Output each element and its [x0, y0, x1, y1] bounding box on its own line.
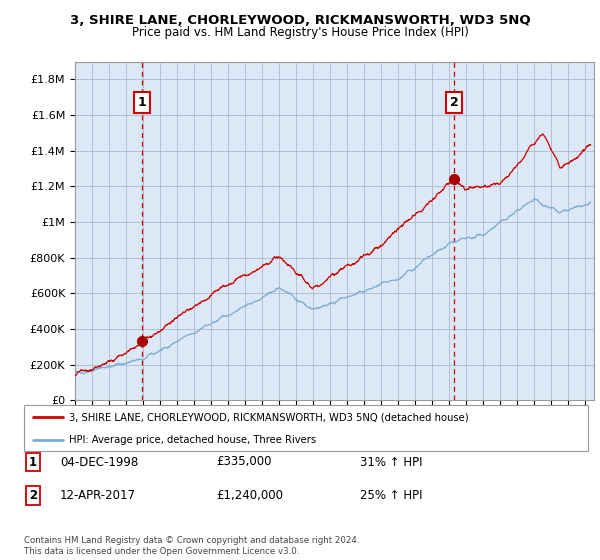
- Text: £1,240,000: £1,240,000: [216, 489, 283, 502]
- Text: 25% ↑ HPI: 25% ↑ HPI: [360, 489, 422, 502]
- Text: 1: 1: [137, 96, 146, 109]
- Text: Contains HM Land Registry data © Crown copyright and database right 2024.
This d: Contains HM Land Registry data © Crown c…: [24, 536, 359, 556]
- Text: Price paid vs. HM Land Registry's House Price Index (HPI): Price paid vs. HM Land Registry's House …: [131, 26, 469, 39]
- Text: 1: 1: [29, 455, 37, 469]
- Text: HPI: Average price, detached house, Three Rivers: HPI: Average price, detached house, Thre…: [69, 435, 316, 445]
- Text: 3, SHIRE LANE, CHORLEYWOOD, RICKMANSWORTH, WD3 5NQ: 3, SHIRE LANE, CHORLEYWOOD, RICKMANSWORT…: [70, 14, 530, 27]
- Text: 3, SHIRE LANE, CHORLEYWOOD, RICKMANSWORTH, WD3 5NQ (detached house): 3, SHIRE LANE, CHORLEYWOOD, RICKMANSWORT…: [69, 412, 469, 422]
- Text: 31% ↑ HPI: 31% ↑ HPI: [360, 455, 422, 469]
- Text: 04-DEC-1998: 04-DEC-1998: [60, 455, 138, 469]
- Text: £335,000: £335,000: [216, 455, 271, 469]
- Text: 2: 2: [450, 96, 458, 109]
- Text: 2: 2: [29, 489, 37, 502]
- Text: 12-APR-2017: 12-APR-2017: [60, 489, 136, 502]
